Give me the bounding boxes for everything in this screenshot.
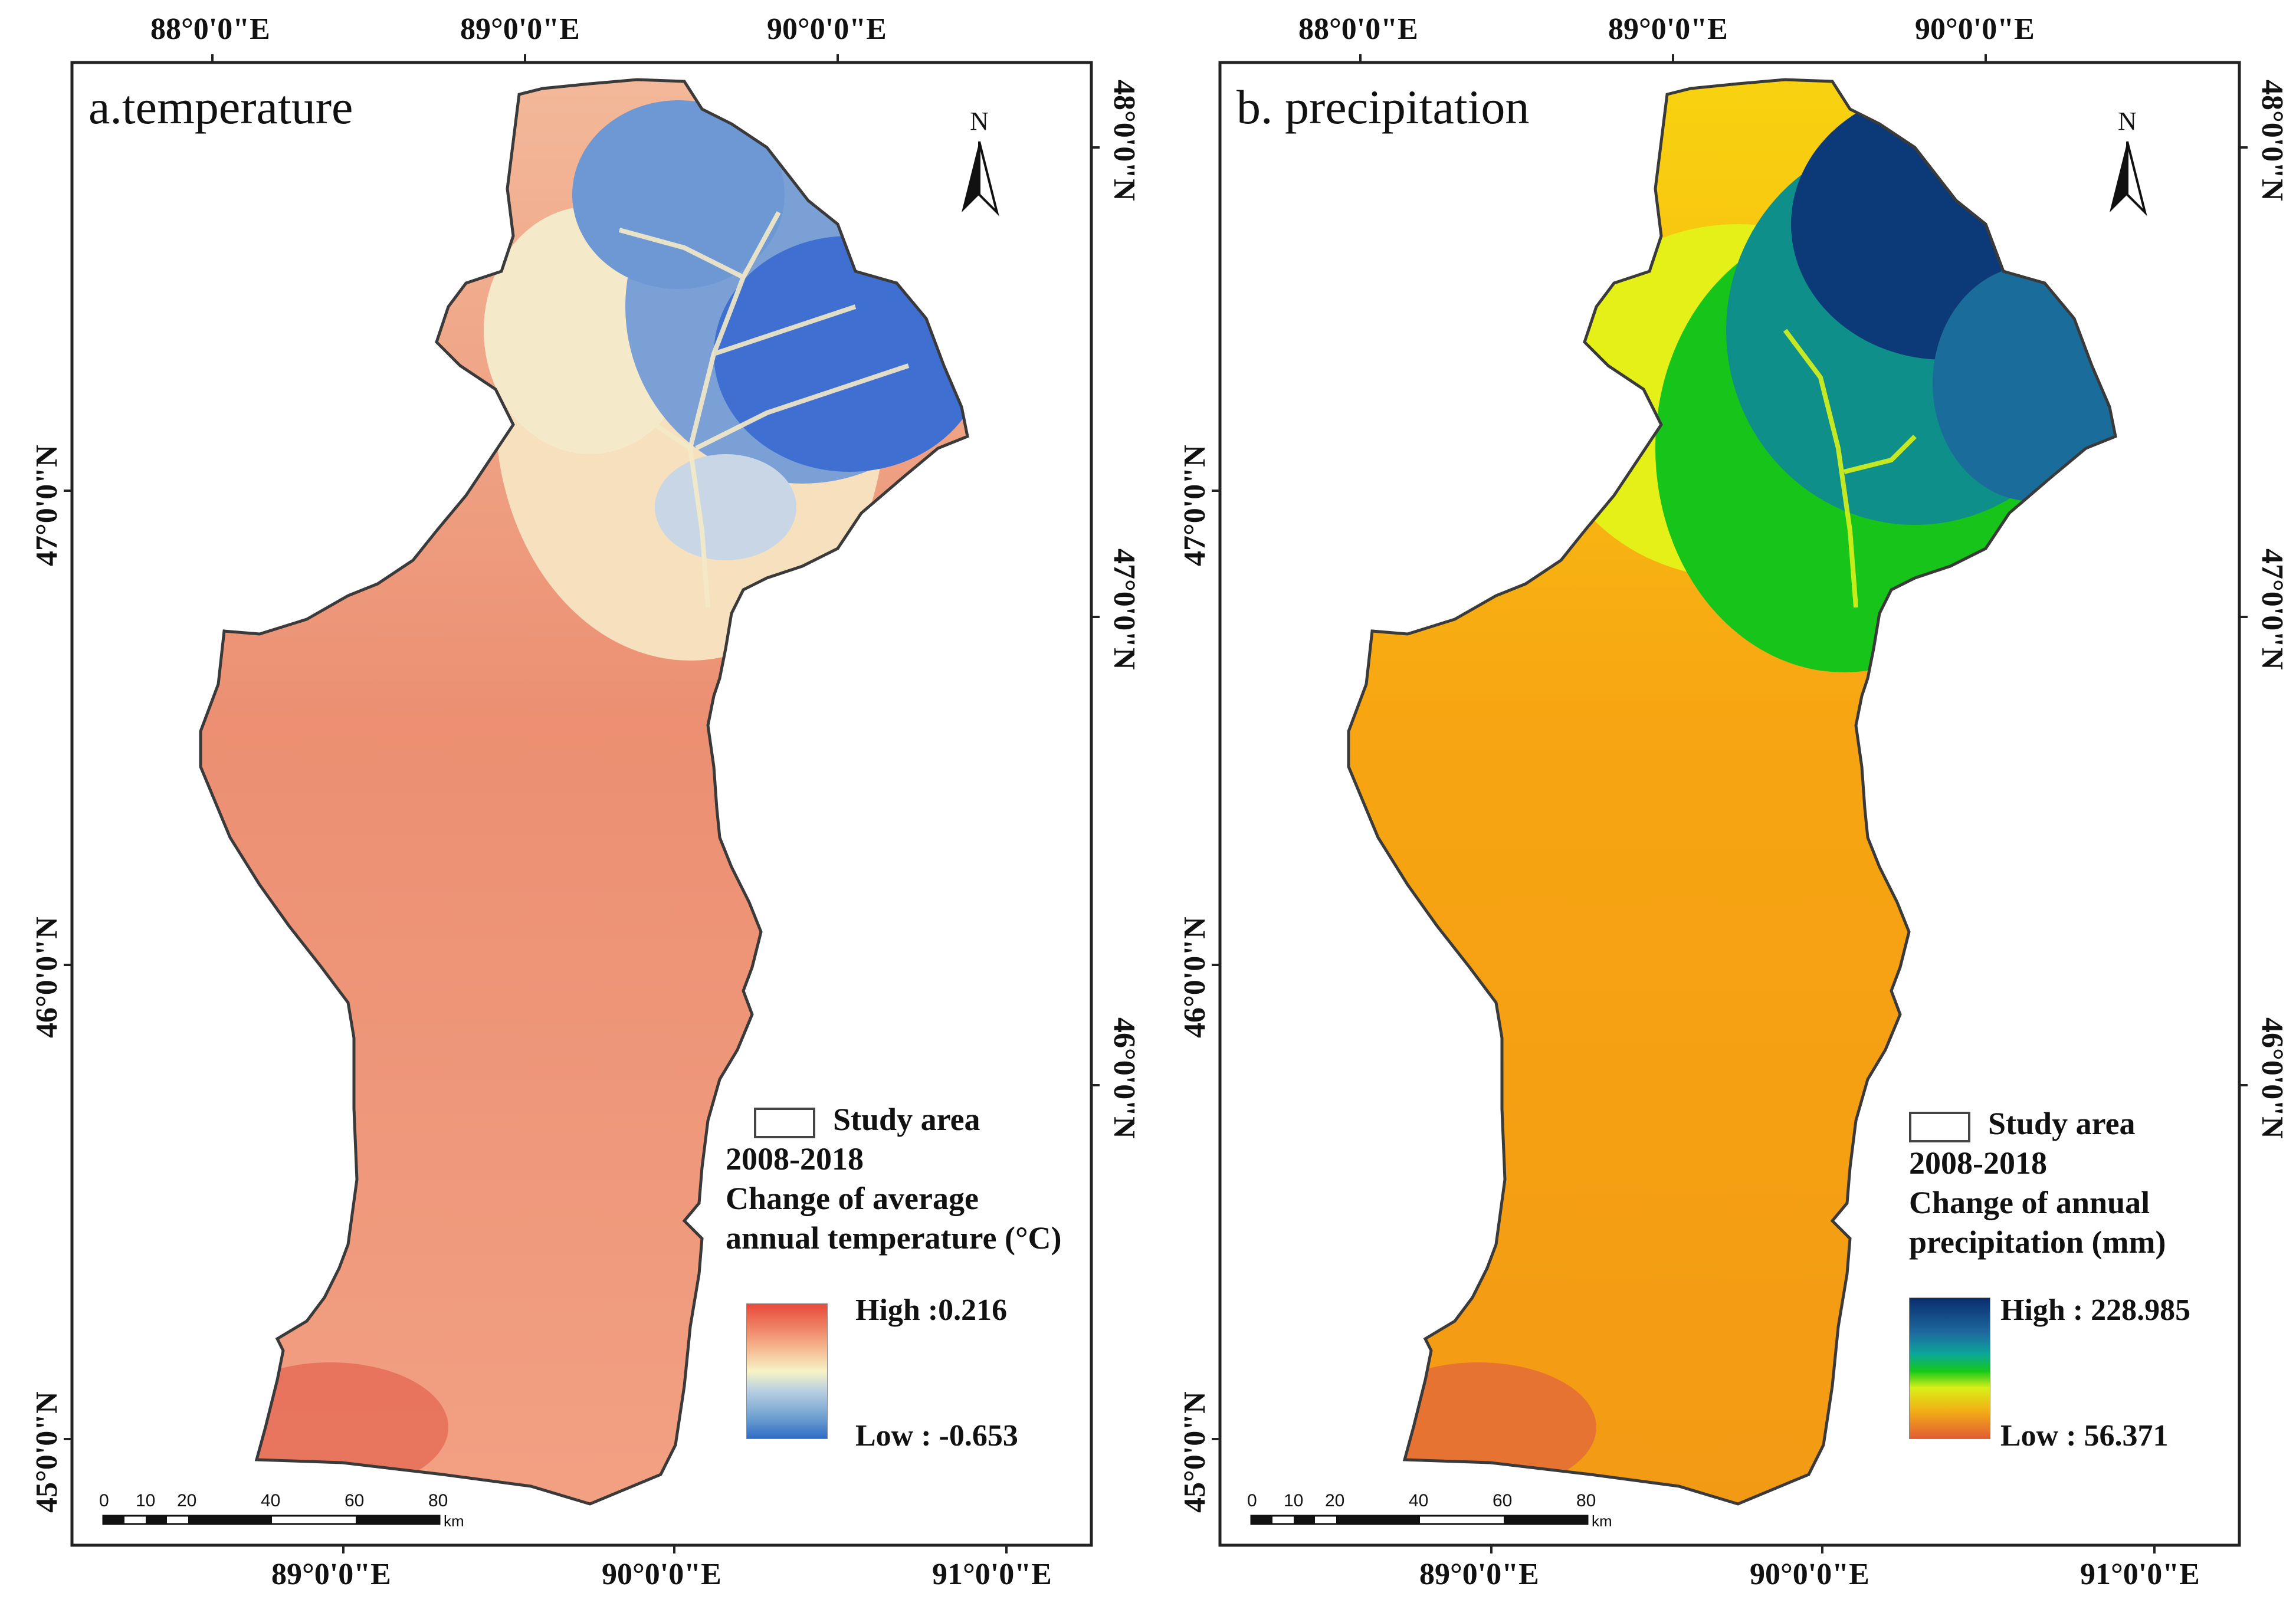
panel-title: b. precipitation — [1236, 80, 1530, 134]
north-arrow-icon — [2110, 141, 2147, 216]
map-legend: Study area 2008-2018 Change of average a… — [726, 1100, 1062, 1258]
top-lon-label-2: 89°0'0"E — [1608, 12, 1728, 46]
top-lon-label-2: 89°0'0"E — [460, 12, 580, 46]
scale-unit: km — [444, 1512, 464, 1530]
scale-unit: km — [1592, 1512, 1612, 1530]
left-lat-label-2: 46°0'0"N — [30, 917, 64, 1038]
precipitation-map-canvas — [1212, 54, 2248, 1553]
legend-desc-line2: annual temperature (°C) — [726, 1220, 1062, 1256]
left-lat-label-1: 47°0'0"N — [1178, 445, 1212, 566]
temperature-map-panel: 88°0'0"E 89°0'0"E 90°0'0"E 89°0'0"E 90°0… — [30, 12, 1141, 1591]
legend-desc-line1: Change of annual — [1909, 1185, 2150, 1220]
left-lat-label-3: 45°0'0"N — [1178, 1391, 1212, 1513]
study-area-swatch — [1909, 1111, 1970, 1142]
legend-period: 2008-2018 — [1909, 1145, 2047, 1181]
scale-tick-80: 80 — [428, 1491, 448, 1510]
color-ramp — [746, 1303, 828, 1439]
scale-tick-10: 10 — [136, 1491, 156, 1510]
legend-study-area: Study area — [754, 1100, 1062, 1139]
right-lat-label-3: 46°0'0"N — [2255, 1017, 2289, 1139]
panel-title: a.temperature — [88, 80, 353, 134]
bottom-lon-label-3: 91°0'0"E — [932, 1558, 1052, 1591]
scale-tick-20: 20 — [177, 1491, 197, 1510]
scale-bar — [102, 1515, 441, 1525]
graticule-ticks — [1212, 54, 2248, 1553]
legend-period: 2008-2018 — [726, 1141, 864, 1177]
right-lat-label-3: 46°0'0"N — [1107, 1017, 1141, 1139]
north-arrow-icon — [962, 141, 999, 216]
top-lon-label-1: 88°0'0"E — [150, 12, 270, 46]
ramp-high-label: High : 228.985 — [2000, 1293, 2191, 1327]
ramp-low-label: Low : 56.371 — [2000, 1419, 2169, 1453]
bottom-lon-label-3: 91°0'0"E — [2080, 1558, 2200, 1591]
scale-tick-0: 0 — [1247, 1491, 1257, 1510]
temperature-map-canvas — [64, 54, 1100, 1553]
right-lat-label-1: 48°0'0"N — [1107, 80, 1141, 201]
scale-tick-80: 80 — [1576, 1491, 1596, 1510]
scale-tick-40: 40 — [1409, 1491, 1429, 1510]
bottom-lon-label-1: 89°0'0"E — [1419, 1558, 1539, 1591]
right-lat-label-2: 47°0'0"N — [2255, 548, 2289, 670]
ramp-high-label: High :0.216 — [855, 1293, 1008, 1327]
graticule-ticks — [64, 54, 1100, 1553]
scale-tick-20: 20 — [1325, 1491, 1345, 1510]
scale-tick-60: 60 — [1493, 1491, 1513, 1510]
legend-desc-line1: Change of average — [726, 1181, 979, 1216]
top-lon-label-3: 90°0'0"E — [767, 12, 887, 46]
bottom-lon-label-2: 90°0'0"E — [1750, 1558, 1869, 1591]
scale-bar — [1250, 1515, 1589, 1525]
map-frame — [70, 61, 1093, 1547]
right-lat-label-1: 48°0'0"N — [2255, 80, 2289, 201]
left-lat-label-2: 46°0'0"N — [1178, 917, 1212, 1038]
scale-tick-60: 60 — [345, 1491, 365, 1510]
north-label: N — [2118, 107, 2137, 136]
scale-tick-10: 10 — [1284, 1491, 1304, 1510]
top-lon-label-3: 90°0'0"E — [1915, 12, 2035, 46]
left-lat-label-1: 47°0'0"N — [30, 445, 64, 566]
bottom-lon-label-1: 89°0'0"E — [271, 1558, 391, 1591]
map-frame — [1218, 61, 2241, 1547]
color-ramp — [1909, 1298, 1990, 1439]
bottom-lon-label-2: 90°0'0"E — [602, 1558, 721, 1591]
left-lat-label-3: 45°0'0"N — [30, 1391, 64, 1513]
map-legend: Study area 2008-2018 Change of annual pr… — [1909, 1104, 2166, 1262]
precipitation-map-panel: 88°0'0"E 89°0'0"E 90°0'0"E 89°0'0"E 90°0… — [1148, 0, 2296, 1616]
right-lat-label-2: 47°0'0"N — [1107, 548, 1141, 670]
scale-tick-40: 40 — [261, 1491, 281, 1510]
legend-desc-line2: precipitation (mm) — [1909, 1224, 2166, 1260]
top-lon-label-1: 88°0'0"E — [1298, 12, 1418, 46]
study-area-swatch — [754, 1107, 815, 1138]
scale-tick-0: 0 — [99, 1491, 109, 1510]
ramp-low-label: Low : -0.653 — [855, 1419, 1018, 1453]
north-label: N — [970, 107, 989, 136]
legend-study-area: Study area — [1909, 1104, 2166, 1144]
